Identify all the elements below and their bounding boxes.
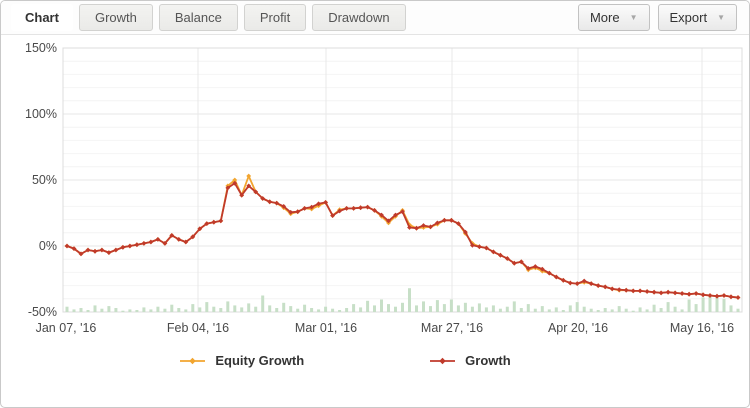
tab-bar: Chart Growth Balance Profit Drawdown More ▼ …: [1, 1, 749, 35]
tab-profit[interactable]: Profit: [243, 4, 307, 31]
chart-canvas[interactable]: 150% 100% 50% 0% -50% Jan 07, '16 Feb 04, '16 M…: [1, 35, 750, 341]
export-button-label: Export: [669, 10, 708, 25]
legend-item-growth[interactable]: Growth: [429, 353, 511, 368]
chart-legend: Equity Growth Growth: [1, 353, 719, 368]
legend-marker-icon: [430, 357, 456, 364]
legend-item-equity-growth[interactable]: Equity Growth: [179, 353, 304, 368]
y-axis-labels: 150% 100% 50% 0% -50%: [25, 41, 57, 319]
svg-text:100%: 100%: [25, 107, 57, 121]
more-button[interactable]: More ▼: [577, 4, 650, 31]
chevron-down-icon: ▼: [717, 12, 725, 22]
svg-text:Jan 07, '16: Jan 07, '16: [36, 321, 97, 335]
svg-text:0%: 0%: [39, 239, 57, 253]
toolbar-buttons: More ▼ Export ▼: [577, 4, 737, 31]
chevron-down-icon: ▼: [629, 12, 638, 22]
svg-text:May 16, '16: May 16, '16: [670, 321, 734, 335]
x-axis-labels: Jan 07, '16 Feb 04, '16 Mar 01, '16 Mar 27,…: [36, 321, 735, 335]
tab-group: Chart Growth Balance Profit Drawdown: [11, 4, 412, 31]
svg-text:-50%: -50%: [28, 305, 57, 319]
legend-marker-icon: [180, 357, 206, 364]
tab-balance[interactable]: Balance: [158, 4, 238, 31]
tab-chart[interactable]: Chart: [11, 4, 73, 31]
tab-growth[interactable]: Growth: [78, 4, 153, 31]
svg-text:150%: 150%: [25, 41, 57, 55]
svg-text:Mar 01, '16: Mar 01, '16: [295, 321, 357, 335]
svg-text:Mar 27, '16: Mar 27, '16: [421, 321, 483, 335]
legend-label: Equity Growth: [215, 353, 305, 368]
series-equity-growth: [64, 173, 741, 300]
tab-drawdown[interactable]: Drawdown: [312, 4, 406, 31]
legend-label: Growth: [465, 353, 511, 368]
volume-bars: [65, 288, 740, 312]
svg-text:Apr 20, '16: Apr 20, '16: [548, 321, 608, 335]
series-growth: [64, 180, 741, 300]
svg-text:Feb 04, '16: Feb 04, '16: [167, 321, 229, 335]
svg-text:50%: 50%: [32, 173, 57, 187]
export-button[interactable]: Export ▼: [657, 4, 737, 31]
more-button-label: More: [589, 10, 620, 25]
growth-chart: 150% 100% 50% 0% -50% Jan 07, '16 Feb 04, '16 M…: [1, 35, 749, 368]
